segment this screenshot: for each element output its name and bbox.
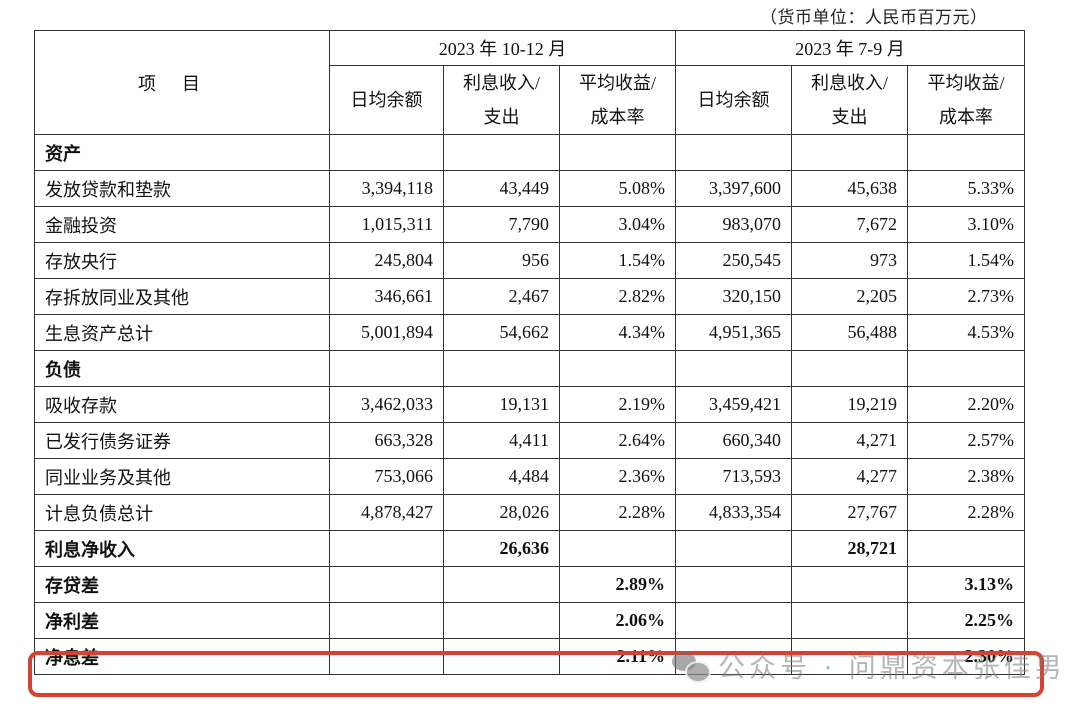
row-label: 金融投资	[34, 206, 330, 243]
row-label: 负债	[34, 350, 330, 387]
col-header-rate-q4: 平均收益/成本率	[559, 65, 676, 135]
table-row: 发放贷款和垫款 3,394,118 43,449 5.08% 3,397,600 45…	[34, 170, 1025, 207]
row-label: 净利差	[34, 602, 330, 639]
section-row-liabilities: 负债	[34, 350, 1025, 387]
table-row: 已发行债务证券 663,328 4,411 2.64% 660,340 4,271 2.…	[34, 422, 1025, 459]
row-label: 吸收存款	[34, 386, 330, 423]
col-header-avg-balance-q3: 日均余额	[675, 65, 792, 135]
row-label: 净息差	[34, 638, 330, 675]
row-label: 同业业务及其他	[34, 458, 330, 495]
row-label: 存放央行	[34, 242, 330, 279]
table-row: 吸收存款 3,462,033 19,131 2.19% 3,459,421 19,21…	[34, 386, 1025, 423]
row-label: 存贷差	[34, 566, 330, 603]
col-header-interest-q3: 利息收入/支出	[791, 65, 908, 135]
header-row-periods: 项目 2023 年 10-12 月 2023 年 7-9 月	[34, 30, 1025, 135]
item-column-header: 项目	[34, 30, 330, 135]
table-row: 存放央行 245,804 956 1.54% 250,545 973 1.54%	[34, 242, 1025, 279]
table-row-deposit-loan-spread: 存贷差 2.89% 3.13%	[34, 566, 1025, 603]
section-row-assets: 资产	[34, 134, 1025, 171]
table-row-net-interest-spread: 净利差 2.06% 2.25%	[34, 602, 1025, 639]
table-row: 存拆放同业及其他 346,661 2,467 2.82% 320,150 2,205 2…	[34, 278, 1025, 315]
col-header-rate-q3: 平均收益/成本率	[907, 65, 1025, 135]
header-row-columns: 日均余额 利息收入/支出 平均收益/成本率 日均余额 利息收入/支出 平均收益/…	[35, 65, 1025, 135]
currency-unit-note: （货币单位：人民币百万元）	[760, 8, 988, 27]
table-row: 同业业务及其他 753,066 4,484 2.36% 713,593 4,277 2.…	[34, 458, 1025, 495]
table-row-net-interest-margin: 净息差 2.11% 2.30%	[34, 638, 1025, 675]
table-row-total-liabilities: 计息负债总计 4,878,427 28,026 2.28% 4,833,354 27,…	[34, 494, 1025, 531]
table-row-total-assets: 生息资产总计 5,001,894 54,662 4.34% 4,951,365 56,…	[34, 314, 1025, 351]
col-header-interest-q4: 利息收入/支出	[443, 65, 560, 135]
col-header-avg-balance-q4: 日均余额	[329, 65, 444, 135]
period-header-q3: 2023 年 7-9 月	[675, 30, 1025, 66]
table-row: 金融投资 1,015,311 7,790 3.04% 983,070 7,672 3.1…	[34, 206, 1025, 243]
row-label: 利息净收入	[34, 530, 330, 567]
row-label: 发放贷款和垫款	[34, 170, 330, 207]
row-label: 资产	[34, 134, 330, 171]
period-header-q4: 2023 年 10-12 月	[329, 30, 676, 66]
net-interest-margin-table: 项目 2023 年 10-12 月 2023 年 7-9 月 日均余额 利息收入…	[34, 30, 1025, 675]
row-label: 已发行债务证券	[34, 422, 330, 459]
row-label: 生息资产总计	[34, 314, 330, 351]
table-row-net-interest-income: 利息净收入 26,636 28,721	[34, 530, 1025, 567]
row-label: 存拆放同业及其他	[34, 278, 330, 315]
row-label: 计息负债总计	[34, 494, 330, 531]
